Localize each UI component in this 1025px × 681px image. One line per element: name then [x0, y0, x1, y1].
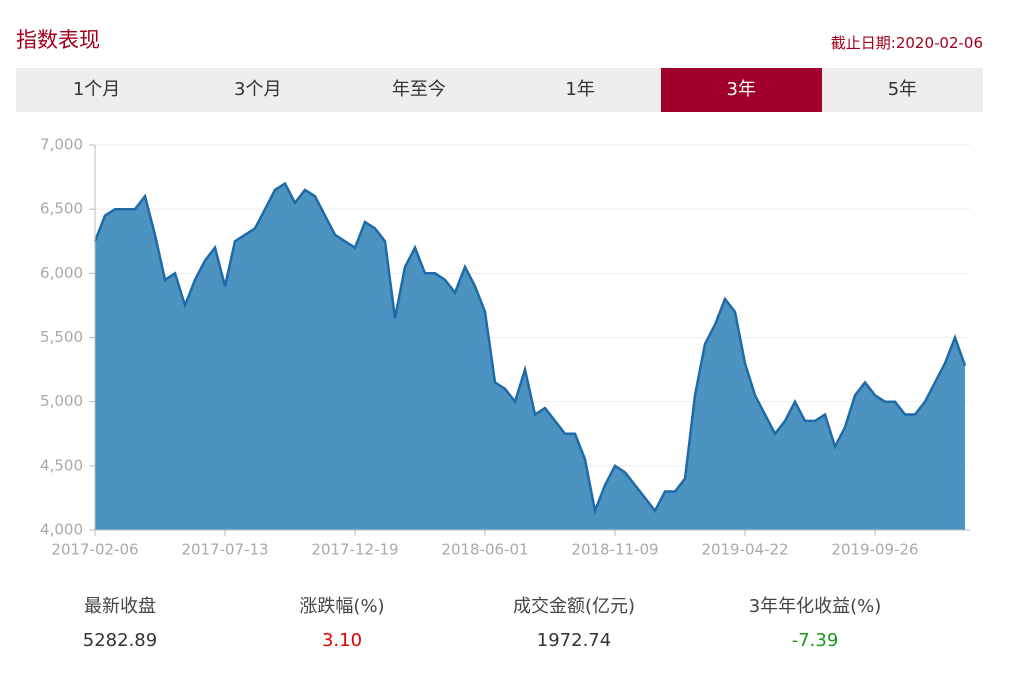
y-tick-label: 6,500 [40, 200, 83, 218]
x-tick-label: 2019-04-22 [701, 541, 788, 559]
y-tick-label: 4,500 [40, 456, 83, 474]
stat-label: 最新收盘 [84, 596, 156, 617]
stat-label: 3年年化收益(%) [748, 596, 882, 617]
as-of-date: 截止日期:2020-02-06 [830, 34, 983, 52]
y-tick-label: 4,000 [40, 521, 83, 539]
period-tab[interactable]: 3年 [660, 68, 822, 112]
x-tick-label: 2018-11-09 [571, 541, 658, 559]
stat-value: -7.39 [791, 630, 839, 651]
x-tick-label: 2017-02-06 [51, 541, 138, 559]
period-tab[interactable]: 1个月 [72, 79, 121, 100]
x-tick-label: 2019-09-26 [831, 541, 918, 559]
y-tick-label: 6,000 [40, 264, 83, 282]
period-tab[interactable]: 1年 [565, 79, 595, 100]
y-tick-label: 5,000 [40, 392, 83, 410]
area-line [93, 181, 967, 516]
stat-value: 5282.89 [82, 630, 158, 651]
stat: 最新收盘 5282.89 [10, 592, 230, 651]
x-tick-label: 2017-07-13 [181, 541, 268, 559]
stat: 成交金额(亿元) 1972.74 [464, 592, 684, 651]
y-tick-label: 5,500 [40, 328, 83, 346]
stat-value: 3.10 [321, 630, 363, 651]
stat-label: 成交金额(亿元) [512, 596, 636, 617]
stat: 3年年化收益(%) -7.39 [705, 592, 925, 651]
chart: 4,000 4,500 5,000 5,500 6,000 6,500 7,000 2017-… [40, 136, 970, 559]
y-tick-label: 7,000 [40, 136, 83, 154]
period-tab[interactable]: 3个月 [234, 79, 282, 100]
stat-label: 涨跌幅(%) [299, 596, 385, 617]
widget-title: 指数表现 [16, 28, 100, 52]
area-fill [95, 183, 965, 530]
stat: 涨跌幅(%) 3.10 [232, 592, 452, 651]
period-tab[interactable]: 年至今 [391, 79, 446, 100]
stat-value: 1972.74 [536, 630, 612, 651]
period-tab[interactable]: 5年 [887, 79, 918, 100]
x-tick-label: 2018-06-01 [441, 541, 528, 559]
period-tabs: 1个月 3个月 年至今 1年 3年 5年 [16, 68, 983, 112]
x-tick-label: 2017-12-19 [311, 541, 398, 559]
